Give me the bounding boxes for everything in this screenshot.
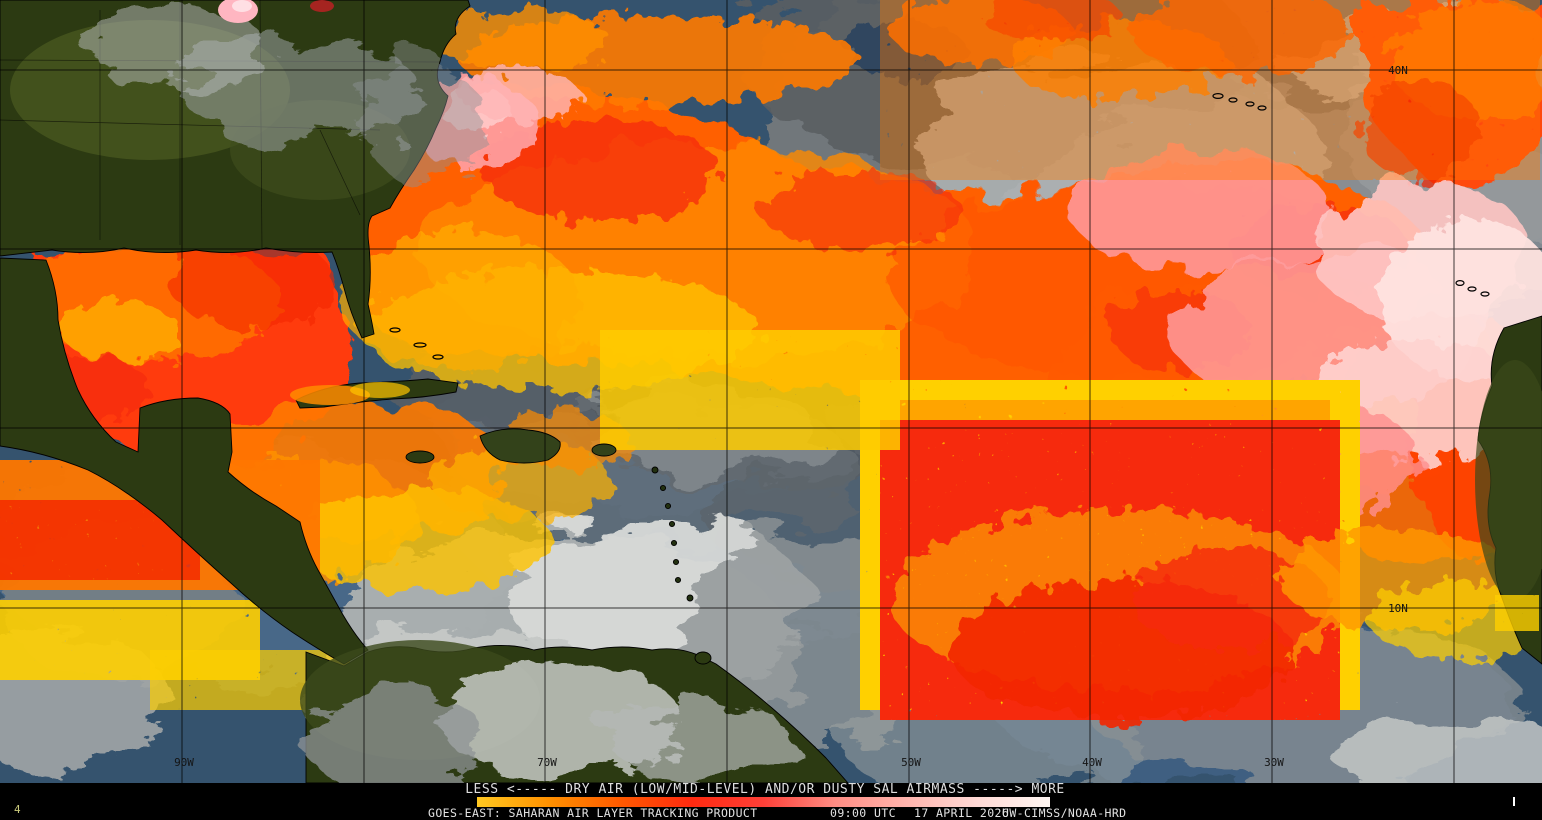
- island-chain-bahamas: [389, 327, 444, 360]
- grid-lines: [0, 0, 1542, 783]
- island-chain-lesser-antilles: [651, 466, 694, 602]
- lat-label-40n: 40N: [1388, 64, 1408, 77]
- sal-dry-air-layer: [0, 0, 1542, 720]
- island-chain-azores: [1212, 92, 1267, 111]
- credit-text: UW-CIMSS/NOAA-HRD: [1002, 806, 1127, 820]
- timestamp-time: 09:00 UTC: [830, 806, 896, 820]
- lon-label-90w: 90W: [174, 756, 194, 769]
- island-chain-canaries: [1455, 280, 1490, 297]
- lon-label-30w: 30W: [1264, 756, 1284, 769]
- land-mexico-central-america: [0, 257, 369, 665]
- grid-labels: 40N 10N 90W 70W 50W 40W 30W: [174, 64, 1408, 769]
- lon-label-70w: 70W: [537, 756, 557, 769]
- lat-label-10n: 10N: [1388, 602, 1408, 615]
- lon-label-50w: 50W: [901, 756, 921, 769]
- sal-speckle-field: [600, 330, 1542, 720]
- colorbar-caption: LESS <----- DRY AIR (LOW/MID-LEVEL) AND/…: [465, 782, 1065, 797]
- frame-counter: 4: [14, 803, 21, 816]
- edge-tick: [1513, 797, 1515, 806]
- timestamp-date: 17 APRIL 2026: [914, 806, 1010, 820]
- island-trinidad: [694, 651, 712, 665]
- island-jamaica: [405, 450, 435, 464]
- lon-label-40w: 40W: [1082, 756, 1102, 769]
- island-hispaniola: [479, 428, 561, 464]
- bottom-bar: LESS <----- DRY AIR (LOW/MID-LEVEL) AND/…: [0, 783, 1542, 820]
- colorbar-gradient: [477, 797, 1050, 807]
- island-puerto-rico: [591, 443, 617, 457]
- product-title: GOES-EAST: SAHARAN AIR LAYER TRACKING PR…: [428, 806, 758, 820]
